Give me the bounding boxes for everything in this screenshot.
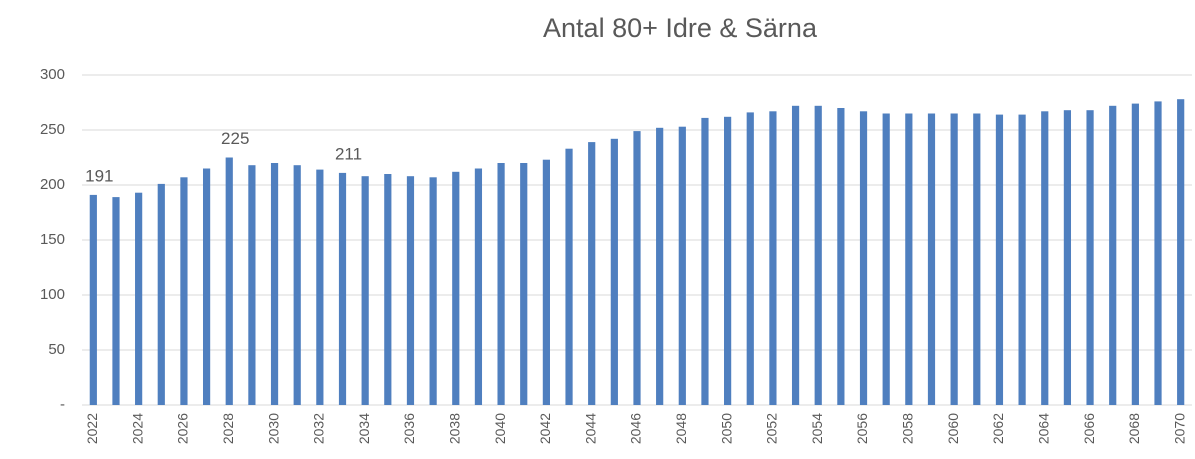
- x-tick-label: 2048: [673, 413, 689, 444]
- bar: [452, 171, 460, 405]
- bar: [927, 113, 936, 405]
- bar: [180, 177, 188, 405]
- y-tick-label: 250: [40, 121, 65, 138]
- bar: [1018, 114, 1026, 405]
- bar: [1086, 110, 1094, 405]
- bar: [338, 172, 347, 405]
- bar: [1063, 110, 1072, 405]
- y-tick-label: 100: [40, 286, 65, 303]
- bar: [905, 113, 913, 405]
- bar: [610, 138, 618, 406]
- y-tick-label: 150: [40, 231, 65, 248]
- x-tick-label: 2066: [1081, 413, 1097, 444]
- bar: [474, 168, 483, 405]
- bar: [135, 192, 143, 405]
- bar: [837, 108, 845, 405]
- x-tick-label: 2042: [537, 413, 553, 444]
- x-tick-label: 2036: [401, 413, 417, 444]
- x-tick-label: 2030: [265, 413, 281, 444]
- bar: [633, 131, 641, 405]
- bar: [995, 114, 1004, 405]
- bar: [202, 168, 211, 405]
- bar: [316, 169, 324, 405]
- data-label: 211: [335, 144, 362, 163]
- bar: [882, 113, 890, 405]
- bar: [588, 142, 596, 405]
- x-tick-label: 2060: [945, 413, 961, 444]
- bar: [248, 165, 256, 405]
- x-tick-label: 2040: [492, 413, 508, 444]
- x-tick-label: 2050: [718, 413, 734, 444]
- bar: [429, 177, 437, 405]
- bar: [1131, 103, 1139, 405]
- bar: [225, 157, 233, 405]
- bar: [1109, 105, 1117, 406]
- bar: [1041, 111, 1049, 406]
- bar: [497, 163, 505, 405]
- bar: [406, 176, 415, 405]
- x-tick-label: 2056: [854, 413, 870, 444]
- x-tick-label: 2068: [1126, 413, 1142, 444]
- bar: [384, 174, 392, 405]
- x-tick-label: 2022: [84, 413, 100, 444]
- data-label: 225: [221, 129, 249, 148]
- bar: [859, 111, 868, 406]
- y-tick-label: 200: [40, 176, 65, 193]
- bar: [791, 105, 800, 406]
- x-tick-label: 2038: [446, 413, 462, 444]
- x-tick-label: 2058: [900, 413, 916, 444]
- bar: [678, 126, 686, 405]
- bar: [157, 183, 165, 405]
- x-tick-label: 2044: [582, 413, 598, 444]
- bar: [1154, 101, 1162, 406]
- bar: [89, 194, 97, 405]
- bar: [270, 163, 279, 405]
- bar: [542, 159, 550, 405]
- bar: [746, 112, 754, 406]
- x-tick-label: 2028: [220, 413, 236, 444]
- bar: [814, 105, 822, 406]
- bar: [293, 165, 301, 405]
- bar: [701, 117, 709, 406]
- y-tick-label: 300: [40, 66, 65, 83]
- y-tick-label: -: [60, 396, 65, 413]
- y-tick-label: 50: [48, 341, 65, 358]
- x-tick-label: 2052: [764, 413, 780, 444]
- bar: [1177, 99, 1185, 405]
- data-label: 191: [85, 166, 113, 185]
- x-tick-label: 2026: [175, 413, 191, 444]
- bar: [950, 113, 958, 405]
- x-tick-label: 2070: [1171, 413, 1187, 444]
- bar: [112, 197, 120, 405]
- x-tick-label: 2024: [129, 413, 145, 444]
- x-tick-label: 2034: [356, 413, 372, 444]
- x-tick-label: 2054: [809, 413, 825, 444]
- bar: [656, 127, 664, 406]
- x-tick-label: 2062: [990, 413, 1006, 444]
- bar: [565, 148, 573, 405]
- x-tick-label: 2064: [1035, 413, 1051, 444]
- bar: [520, 163, 528, 405]
- bar: [973, 113, 981, 405]
- bar: [769, 111, 777, 406]
- x-tick-label: 2046: [628, 413, 644, 444]
- chart-title: Antal 80+ Idre & Särna: [543, 13, 818, 43]
- bar: [724, 116, 732, 406]
- bar: [361, 176, 369, 405]
- x-tick-label: 2032: [311, 413, 327, 444]
